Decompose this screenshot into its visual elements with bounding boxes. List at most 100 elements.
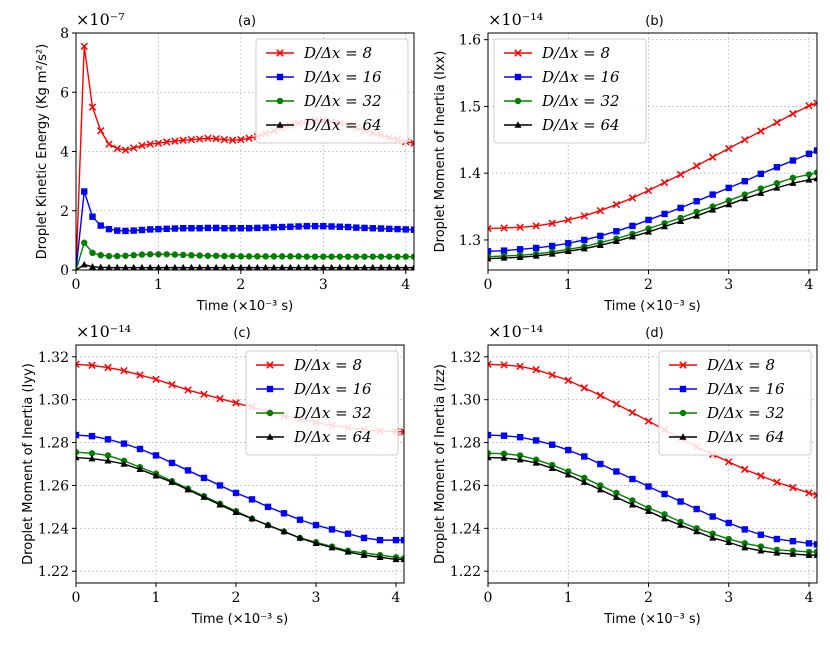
data-point (813, 147, 817, 154)
data-point (709, 513, 716, 520)
data-point (296, 534, 304, 541)
data-point (377, 225, 385, 232)
data-point (184, 486, 192, 493)
data-point (287, 223, 294, 230)
data-point (516, 246, 524, 253)
legend-marker (276, 97, 284, 105)
data-point (113, 144, 121, 153)
data-point (97, 263, 105, 270)
data-point (200, 474, 208, 482)
data-point (280, 510, 288, 517)
data-point (597, 482, 604, 489)
data-point (580, 212, 589, 220)
data-point (757, 127, 765, 135)
y-axis-label: Droplet Moment of Inertia (Iyy) (21, 363, 36, 565)
y-tick-label: 1.32 (450, 350, 481, 366)
data-point (725, 458, 733, 466)
legend-label: D/Δx = 16 (541, 68, 620, 86)
data-point (773, 118, 781, 127)
data-point (361, 263, 368, 270)
data-point (773, 549, 781, 556)
data-point (295, 253, 302, 260)
data-point (725, 200, 733, 208)
data-point (741, 194, 749, 202)
data-point (336, 223, 344, 230)
data-point (76, 360, 80, 369)
data-point (813, 169, 817, 176)
data-point (741, 465, 749, 474)
data-point (644, 507, 652, 514)
data-point (488, 453, 492, 461)
data-point (204, 252, 212, 259)
legend-label: D/Δx = 8 (293, 356, 362, 374)
legend: D/Δx = 8 D/Δx = 16 D/Δx = 32 D/Δx = 64 (493, 38, 647, 144)
data-point (270, 263, 278, 270)
x-axis-label: Time (×10⁻³ s) (603, 612, 701, 627)
data-point (237, 263, 245, 270)
data-point (97, 222, 104, 229)
data-point (88, 263, 96, 270)
data-point (295, 263, 302, 270)
data-point (692, 162, 701, 170)
data-point (677, 498, 684, 505)
data-point (565, 446, 572, 454)
chart-panel-c: 0 1 2 3 4 1.22 1.24 1.26 1.28 1.30 1.32 (c) ×10⁻¹⁴ Ti… (21, 322, 405, 627)
legend-label: D/Δx = 32 (541, 92, 620, 110)
data-point (500, 454, 508, 461)
x-axis-label: Time (×10⁻³ s) (196, 299, 294, 314)
series-line (488, 171, 817, 258)
data-point (376, 536, 384, 544)
data-point (612, 237, 620, 244)
data-point (232, 399, 240, 407)
data-point (229, 225, 236, 232)
data-point (645, 216, 652, 224)
x-tick-label: 4 (805, 277, 814, 293)
axis-multiplier: ×10⁻¹⁴ (76, 322, 131, 341)
data-point (80, 260, 88, 268)
data-point (179, 263, 187, 270)
data-point (581, 453, 588, 460)
data-point (344, 263, 352, 270)
data-point (613, 228, 620, 235)
data-point (516, 253, 524, 261)
data-point (532, 252, 540, 259)
data-point (328, 223, 335, 230)
data-point (303, 222, 311, 230)
data-point (105, 140, 113, 148)
data-point (88, 361, 96, 370)
data-point (121, 146, 130, 154)
data-point (789, 550, 797, 557)
data-point (187, 135, 196, 144)
x-tick-label: 0 (484, 277, 493, 293)
data-point (813, 541, 817, 548)
series-line (488, 363, 817, 496)
data-point (628, 232, 636, 240)
data-point (757, 543, 765, 550)
data-point (152, 452, 160, 459)
data-point (76, 453, 80, 461)
data-point (500, 432, 508, 439)
data-point (709, 530, 716, 537)
data-point (410, 263, 414, 270)
legend-marker (266, 385, 274, 393)
data-point (287, 263, 294, 270)
data-point (580, 384, 589, 392)
data-point (789, 483, 797, 492)
data-point (295, 223, 302, 230)
data-point (596, 391, 605, 400)
legend-label: D/Δx = 64 (293, 428, 372, 446)
data-point (741, 526, 748, 533)
data-point (741, 178, 748, 185)
legend-label: D/Δx = 8 (541, 44, 610, 62)
plot-frame (75, 344, 405, 584)
y-tick-label: 1.28 (450, 436, 481, 452)
data-point (581, 474, 588, 482)
legend-box (493, 38, 647, 144)
y-tick-label: 1.3 (459, 233, 481, 249)
data-point (500, 224, 508, 232)
data-point (245, 253, 253, 260)
data-point (805, 489, 813, 497)
x-axis-label: Time (×10⁻³ s) (191, 612, 289, 627)
data-point (693, 198, 700, 205)
